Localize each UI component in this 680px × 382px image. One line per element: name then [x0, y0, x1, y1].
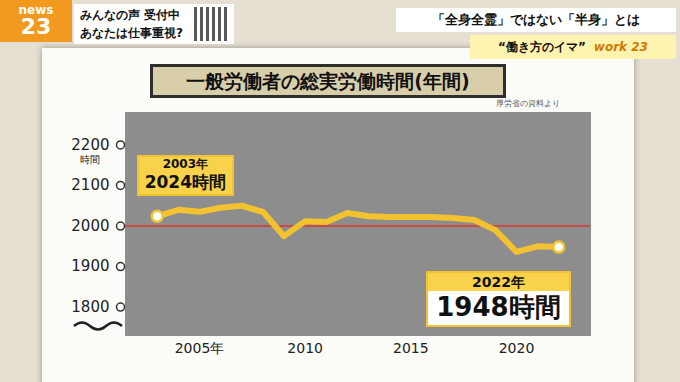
html-text:“働き方のイマ”: “働き方のイマ”: [498, 40, 586, 54]
svg-text:1800: 1800: [71, 298, 109, 316]
html-text:一般労働者の総実労働時間(年間): 一般労働者の総実労働時間(年間): [186, 70, 470, 92]
svg-text:2015: 2015: [393, 340, 429, 356]
svg-text:2100: 2100: [71, 176, 109, 194]
html-text:23: 23: [20, 14, 52, 39]
svg-text:2000: 2000: [71, 217, 109, 235]
svg-text:2005年: 2005年: [175, 340, 225, 356]
html-text:みんなの声 受付中: みんなの声 受付中: [80, 8, 181, 22]
svg-text:2010: 2010: [287, 340, 323, 356]
html-text:2003年: 2003年: [162, 156, 209, 171]
svg-text:2200: 2200: [71, 136, 109, 154]
html-text:時間: 時間: [80, 154, 100, 166]
html-text:1948時間: 1948時間: [436, 291, 561, 322]
html-text:news: news: [18, 3, 54, 17]
html-text:work 23: work 23: [593, 40, 648, 54]
html-text:2024時間: 2024時間: [144, 171, 226, 192]
html-text:「全身全霊」ではない「半身」とは: 「全身全霊」ではない「半身」とは: [432, 12, 640, 27]
html-text:厚労省の資料より: 厚労省の資料より: [496, 99, 560, 108]
svg-text:2020: 2020: [499, 340, 535, 356]
svg-text:1900: 1900: [71, 257, 109, 275]
html-text:あなたは仕事重視?: あなたは仕事重視?: [80, 26, 183, 40]
html-text:2022年: 2022年: [472, 273, 525, 290]
